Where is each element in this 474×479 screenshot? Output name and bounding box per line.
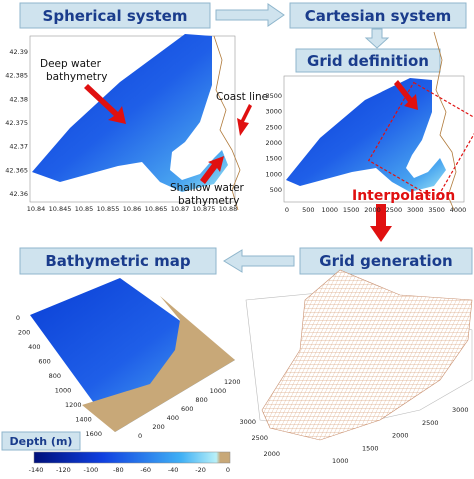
step-label: Interpolation xyxy=(352,188,455,204)
tick-label: 200 xyxy=(18,329,30,337)
tick-label: -140 xyxy=(29,466,44,474)
annotation: Shallow water xyxy=(170,182,245,194)
step-label: Cartesian system xyxy=(305,7,452,25)
tick-label: 400 xyxy=(167,414,179,422)
tick-label: 1500 xyxy=(362,444,379,452)
tick-label: 200 xyxy=(152,423,164,431)
mesh-surface xyxy=(261,269,473,441)
tick-label: 1000 xyxy=(55,387,72,395)
tick-label: -100 xyxy=(83,466,98,474)
tick-label: 2000 xyxy=(263,450,280,458)
tick-label: -80 xyxy=(113,466,124,474)
tick-label: 0 xyxy=(138,432,142,440)
tick-label: 3000 xyxy=(452,406,469,414)
tick-label: 10.87 xyxy=(171,205,190,213)
tick-label: 10.88 xyxy=(219,205,238,213)
tick-label: 42.36 xyxy=(9,190,28,198)
tick-label: 3500 xyxy=(428,206,445,214)
red-arrow xyxy=(237,104,252,136)
tick-label: 1000 xyxy=(210,387,227,395)
red-arrow xyxy=(370,204,392,242)
tick-label: 600 xyxy=(38,358,50,366)
tick-label: -40 xyxy=(168,466,179,474)
tick-label: 10.84 xyxy=(27,205,46,213)
annotation: Deep water xyxy=(40,58,102,70)
annotation: bathymetry xyxy=(178,195,239,207)
tick-label: 42.365 xyxy=(5,166,28,174)
step-box xyxy=(19,247,217,275)
tick-label: 800 xyxy=(195,396,207,404)
tick-label: 600 xyxy=(181,405,193,413)
step-label: Spherical system xyxy=(43,7,188,25)
tick-label: 10.865 xyxy=(145,205,168,213)
arrow xyxy=(215,3,285,27)
step-box xyxy=(295,48,441,73)
tick-label: 500 xyxy=(270,186,282,194)
tick-label: 1200 xyxy=(224,378,241,386)
step-label: Grid generation xyxy=(319,252,452,270)
grid-boundary xyxy=(367,81,474,201)
tick-label: 1000 xyxy=(321,206,338,214)
step-label: Grid definition xyxy=(307,52,429,70)
tick-label: 42.37 xyxy=(9,143,28,151)
colorbar xyxy=(33,451,231,464)
annotation: Coast line xyxy=(216,91,268,103)
tick-label: 42.38 xyxy=(9,95,28,103)
step-box xyxy=(289,2,467,29)
tick-label: 3500 xyxy=(265,92,282,100)
arrow xyxy=(364,28,390,49)
bathymetry-area xyxy=(32,34,228,192)
tick-label: 1200 xyxy=(65,401,82,409)
tick-label: -60 xyxy=(140,466,151,474)
tick-label: 10.855 xyxy=(97,205,120,213)
red-arrow xyxy=(200,156,224,184)
tick-label: 2500 xyxy=(265,123,282,131)
tick-label: -120 xyxy=(56,466,71,474)
red-arrow xyxy=(84,84,126,124)
tick-label: -20 xyxy=(195,466,206,474)
step-box xyxy=(1,431,81,451)
tick-label: 2500 xyxy=(422,419,439,427)
bathymetry-area xyxy=(30,278,235,432)
step-box xyxy=(299,247,473,275)
tick-label: 400 xyxy=(28,343,40,351)
tick-label: 800 xyxy=(49,372,61,380)
tick-label: 10.86 xyxy=(123,205,142,213)
tick-label: 3000 xyxy=(265,108,282,116)
tick-label: 10.845 xyxy=(49,205,72,213)
tick-label: 3000 xyxy=(407,206,424,214)
tick-label: 1000 xyxy=(332,457,349,465)
red-arrow xyxy=(394,80,418,110)
tick-label: 2500 xyxy=(386,206,403,214)
tick-label: 42.375 xyxy=(5,119,28,127)
tick-label: 2000 xyxy=(364,206,381,214)
tick-label: 0 xyxy=(285,206,289,214)
coast-line xyxy=(213,35,241,211)
arrow xyxy=(223,249,295,273)
colorbar-label: Depth (m) xyxy=(10,435,73,448)
tick-label: 1000 xyxy=(265,170,282,178)
tick-label: 1400 xyxy=(75,416,92,424)
tick-label: 2500 xyxy=(251,434,268,442)
tick-label: 2000 xyxy=(265,139,282,147)
tick-label: 1500 xyxy=(265,155,282,163)
tick-label: 4000 xyxy=(450,206,467,214)
tick-label: 500 xyxy=(302,206,314,214)
step-label: Bathymetric map xyxy=(45,252,191,270)
tick-label: 10.875 xyxy=(193,205,216,213)
annotation: bathymetry xyxy=(46,71,107,83)
coast-line xyxy=(433,31,457,211)
tick-label: 42.39 xyxy=(9,48,28,56)
tick-label: 10.85 xyxy=(75,205,94,213)
tick-label: 42.385 xyxy=(5,72,28,80)
step-box xyxy=(19,2,211,29)
tick-label: 2000 xyxy=(392,432,409,440)
tick-label: 1600 xyxy=(85,430,102,438)
tick-label: 3000 xyxy=(239,418,256,426)
tick-label: 1500 xyxy=(343,206,360,214)
tick-label: 0 xyxy=(226,466,230,474)
tick-label: 0 xyxy=(16,314,20,322)
land-area xyxy=(82,296,235,432)
